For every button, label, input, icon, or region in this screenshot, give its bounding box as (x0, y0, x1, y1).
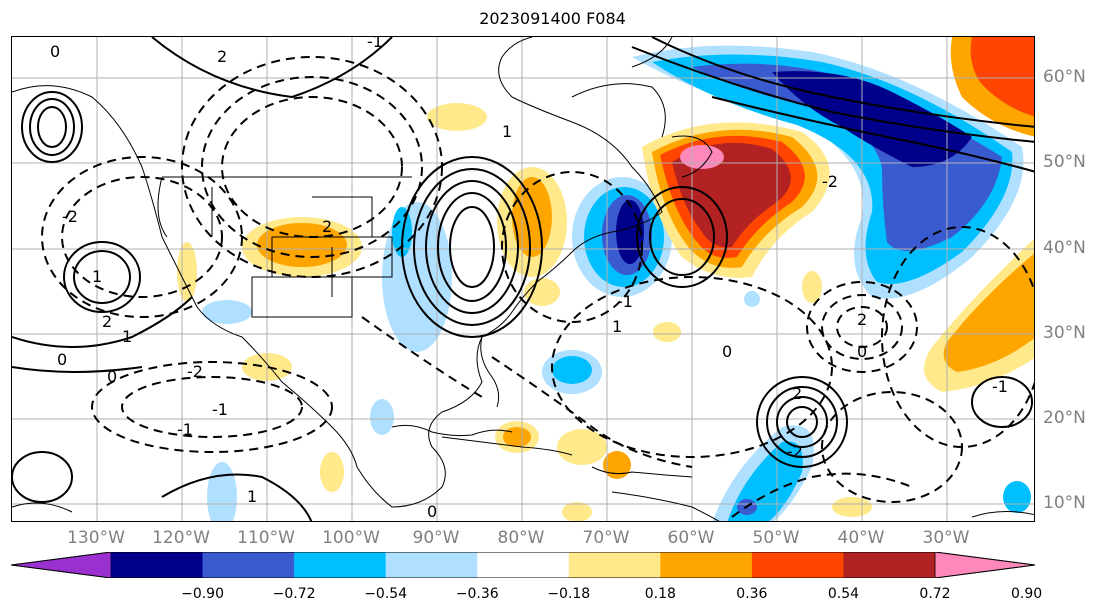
contour-label: 1 (92, 267, 102, 286)
positive-anomaly-blob (603, 451, 631, 479)
lon-label: 30°W (922, 528, 970, 548)
contour-label: -2 (822, 172, 838, 191)
colorbar-tick-label: 0.36 (736, 586, 768, 602)
lat-label: 10°N (1043, 493, 1086, 513)
lon-label: 70°W (582, 528, 630, 548)
contour-label: 2 (792, 384, 802, 403)
contour-label: 1 (122, 327, 132, 346)
contour-label: 2 (322, 217, 332, 236)
lon-label: 120°W (152, 528, 210, 548)
lon-label: 130°W (67, 528, 125, 548)
colorbar-tick-label: −0.36 (455, 586, 499, 602)
negative-anomaly-blob (692, 63, 1002, 251)
positive-anomaly-blob (832, 497, 872, 517)
contour-label: -2 (787, 442, 803, 461)
positive-anomaly-blob (557, 429, 607, 465)
colorbar-tick-label: −0.54 (364, 586, 408, 602)
colorbar-tick-label: 0.18 (644, 586, 676, 602)
negative-anomaly-blob (552, 356, 592, 384)
colorbar-segment (477, 552, 570, 578)
contour-label: -2 (62, 207, 78, 226)
negative-anomaly-blob (744, 291, 760, 307)
colorbar-segment (660, 552, 753, 578)
positive-anomaly-blob (257, 223, 347, 267)
colorbar-extend-high (934, 552, 1035, 578)
colorbar-segment (568, 552, 661, 578)
contour-label: 0 (107, 367, 117, 386)
negative-anomaly-blob (1003, 481, 1031, 513)
colorbar-tick-label: 0.72 (919, 586, 951, 602)
contour-label: -2 (187, 362, 203, 381)
lon-label: 100°W (322, 528, 380, 548)
contour-label: -1 (617, 292, 633, 311)
lon-label: 110°W (237, 528, 295, 548)
colorbar-tick-label: −0.72 (272, 586, 316, 602)
colorbar-tick-label: −0.18 (547, 586, 591, 602)
contour-label: 0 (857, 342, 867, 361)
lat-label: 50°N (1043, 152, 1086, 172)
positive-anomaly-blob (802, 271, 822, 303)
colorbar-extend-low (11, 552, 112, 578)
positive-anomaly-blob (970, 37, 1034, 117)
map-panel: 0 2 -1 -2 1 2 0 1 -2 -1 -1 0 1 2 -2 0 -1… (11, 36, 1035, 522)
colorbar-tick-label: 0.54 (827, 586, 860, 602)
colorbar-tick-label: −0.90 (181, 586, 224, 602)
graticule (12, 37, 1034, 521)
contour-label: 0 (50, 42, 60, 61)
contour-label: 1 (502, 122, 512, 141)
positive-anomaly-blob (320, 452, 344, 492)
negative-anomaly-blob (370, 399, 394, 435)
positive-anomaly-blob (562, 502, 592, 521)
contour-label: -1 (212, 400, 228, 419)
negative-anomaly-blob (207, 462, 237, 521)
lon-label: 40°W (837, 528, 885, 548)
lon-label: 80°W (497, 528, 545, 548)
contour-label: 2 (102, 312, 112, 331)
lon-label: 60°W (667, 528, 715, 548)
colorbar-segment (751, 552, 844, 578)
colorbar-segment (294, 552, 387, 578)
lat-label: 60°N (1043, 67, 1086, 87)
lon-label: 50°W (752, 528, 800, 548)
lon-label: 90°W (412, 528, 460, 548)
contour-label: 0 (722, 342, 732, 361)
contour-label: 0 (427, 502, 437, 521)
contour-label: 2 (217, 47, 227, 66)
contour-label: -1 (992, 377, 1008, 396)
positive-anomaly-blob (653, 322, 681, 342)
positive-anomaly-blob (943, 253, 1034, 372)
colorbar-segment (385, 552, 478, 578)
colorbar-segment (843, 552, 936, 578)
contour-label: 1 (612, 317, 622, 336)
map-plot: 0 2 -1 -2 1 2 0 1 -2 -1 -1 0 1 2 -2 0 -1… (12, 37, 1034, 521)
contour-label: -1 (177, 420, 193, 439)
colorbar-tick-label: 0.90 (1010, 586, 1043, 602)
colorbar-segment (111, 552, 204, 578)
contour-label: -1 (367, 37, 383, 51)
positive-anomaly-blob (427, 103, 487, 131)
contour-lines (12, 37, 1034, 521)
map-title: 2023091400 F084 (479, 9, 626, 28)
positive-anomaly-blob (524, 278, 560, 306)
contour-lines-dashed (41, 56, 1034, 518)
colorbar (11, 552, 1035, 578)
lat-label: 20°N (1043, 408, 1086, 428)
contour-labels: 0 2 -1 -2 1 2 0 1 -2 -1 -1 0 1 2 -2 0 -1… (50, 37, 1008, 521)
negative-anomaly-blob (202, 300, 252, 324)
contour-label: 2 (857, 310, 867, 329)
lat-label: 40°N (1043, 238, 1086, 258)
contour-label: 0 (57, 350, 67, 369)
positive-anomaly-blob (503, 427, 531, 447)
lat-label: 30°N (1043, 323, 1086, 343)
contour-label: 1 (247, 487, 257, 506)
colorbar-segment (202, 552, 295, 578)
